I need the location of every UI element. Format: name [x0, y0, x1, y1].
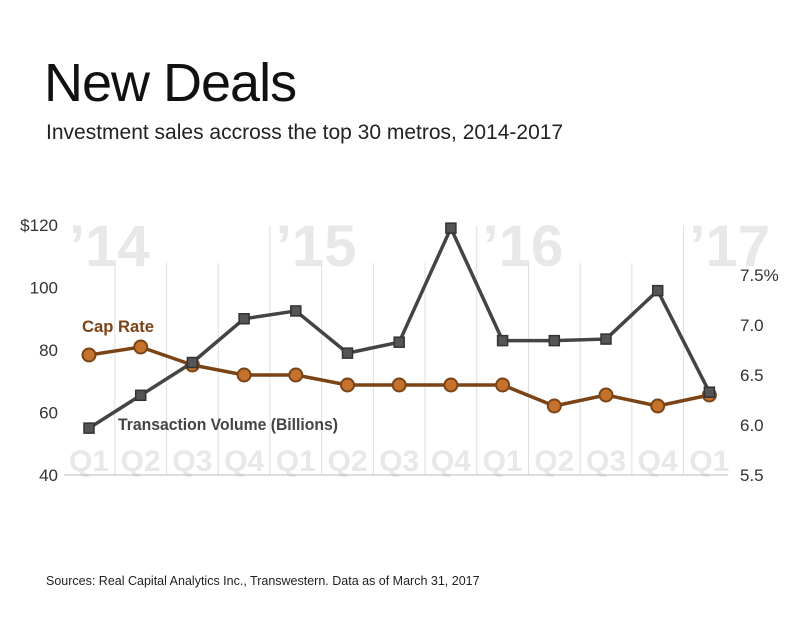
volume-point [290, 305, 302, 317]
quarter-label: Q2 [121, 445, 161, 478]
right-tick-label: 7.0 [740, 316, 764, 335]
volume-series [83, 222, 716, 434]
year-label: ’16 [483, 214, 564, 279]
right-tick-label: 7.5% [740, 266, 779, 285]
chart-title: New Deals [44, 53, 297, 113]
left-tick-label: 60 [39, 404, 58, 423]
cap-rate-point [236, 367, 252, 383]
cap-rate-point [495, 377, 511, 393]
cap-rate-point [133, 339, 149, 355]
quarter-label: Q4 [638, 445, 678, 478]
cap-rate-line [88, 345, 710, 408]
volume-point [651, 284, 664, 297]
right-tick-label: 6.0 [740, 416, 764, 435]
cap-rate-point [288, 367, 304, 383]
volume-point [238, 313, 250, 325]
quarter-label: Q1 [689, 445, 729, 478]
right-tick-label: 6.5 [740, 366, 764, 385]
quarter-labels: Q1 Q2 Q3 Q4 Q1 Q2 Q3 Q4 Q1 Q2 Q3 Q4 Q1 [69, 445, 729, 478]
cap-rate-point [81, 347, 97, 363]
quarter-label: Q1 [69, 445, 109, 478]
left-tick-label: 40 [39, 466, 58, 485]
source-note: Sources: Real Capital Analytics Inc., Tr… [46, 574, 480, 588]
year-label: ’14 [69, 214, 150, 279]
volume-point [134, 389, 147, 402]
cap-rate-point [650, 398, 666, 414]
quarter-label: Q3 [379, 445, 419, 478]
right-axis-ticks: 7.5% 7.0 6.5 6.0 5.5 [740, 266, 779, 485]
left-tick-label: 100 [30, 279, 58, 298]
volume-point [600, 333, 612, 345]
cap-rate-point [443, 377, 459, 393]
left-tick-label: 80 [39, 341, 58, 360]
right-tick-label: 5.5 [740, 466, 764, 485]
cap-rate-point [546, 398, 562, 414]
volume-point [496, 334, 509, 347]
volume-point [186, 356, 199, 369]
left-axis-ticks: $120 100 80 60 40 [20, 216, 58, 485]
cap-rate-series [81, 339, 717, 414]
chart-subtitle: Investment sales accross the top 30 metr… [46, 121, 564, 144]
volume-point [445, 222, 457, 234]
quarter-label: Q2 [327, 445, 367, 478]
grid-lines [114, 226, 685, 475]
left-tick-label: $120 [20, 216, 58, 235]
volume-point [548, 334, 561, 347]
quarter-label: Q1 [276, 445, 316, 478]
quarter-label: Q4 [224, 445, 264, 478]
cap-rate-point [598, 387, 614, 403]
quarter-label: Q4 [431, 445, 471, 478]
volume-point [393, 336, 405, 348]
legend-transaction-volume: Transaction Volume (Billions) [118, 415, 338, 434]
volume-point [83, 422, 95, 434]
quarter-label: Q3 [586, 445, 626, 478]
quarter-label: Q1 [483, 445, 523, 478]
legend-cap-rate: Cap Rate [82, 317, 154, 336]
cap-rate-point [391, 377, 407, 393]
quarter-label: Q3 [172, 445, 212, 478]
year-label: ’15 [276, 214, 357, 279]
cap-rate-point [340, 377, 355, 393]
volume-point [341, 347, 354, 359]
quarter-label: Q2 [534, 445, 574, 478]
volume-point [703, 386, 716, 398]
year-label: ’17 [689, 214, 770, 279]
year-watermarks: ’14 ’15 ’16 ’17 [69, 214, 770, 279]
